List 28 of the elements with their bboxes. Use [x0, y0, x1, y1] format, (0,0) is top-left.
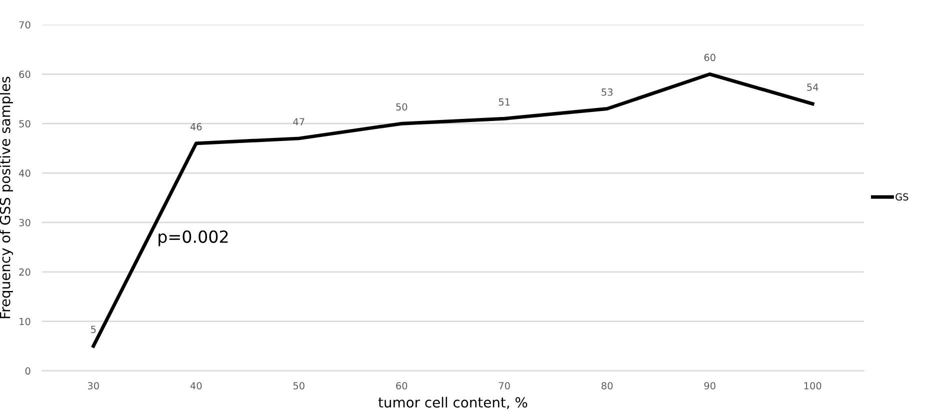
data-label: 54 [807, 84, 818, 91]
data-label: 46 [190, 123, 202, 130]
data-label: 60 [704, 54, 716, 62]
y-tick-label: 70 [19, 21, 30, 29]
data-label: 47 [293, 118, 304, 126]
x-tick-label: 40 [190, 382, 202, 390]
data-label: 51 [498, 98, 510, 106]
x-axis-title: tumor cell content, % [378, 396, 528, 410]
data-label: 50 [396, 103, 408, 111]
y-tick-label: 10 [20, 318, 30, 326]
x-tick-label: 90 [704, 382, 716, 390]
x-tick-label: 50 [293, 382, 304, 390]
y-tick-label: 60 [19, 70, 30, 78]
x-tick-label: 60 [396, 382, 408, 390]
data-label: 53 [602, 88, 613, 96]
y-tick-label: 40 [19, 170, 30, 177]
annotation: p=0.002 [158, 230, 228, 246]
y-tick-label: 50 [19, 120, 30, 128]
y-tick-label: 30 [19, 218, 30, 226]
x-tick-label: 70 [498, 382, 510, 390]
x-tick-label: 30 [88, 382, 99, 390]
y-axis-title: Frequency of GSS positive samples [0, 76, 13, 318]
legend-label: GS [896, 193, 908, 201]
x-tick-label: 80 [602, 382, 613, 390]
y-tick-label: 20 [19, 268, 30, 276]
data-label: 5 [91, 326, 96, 334]
x-tick-label: 100 [804, 382, 822, 390]
y-tick-label: 0 [25, 367, 30, 375]
